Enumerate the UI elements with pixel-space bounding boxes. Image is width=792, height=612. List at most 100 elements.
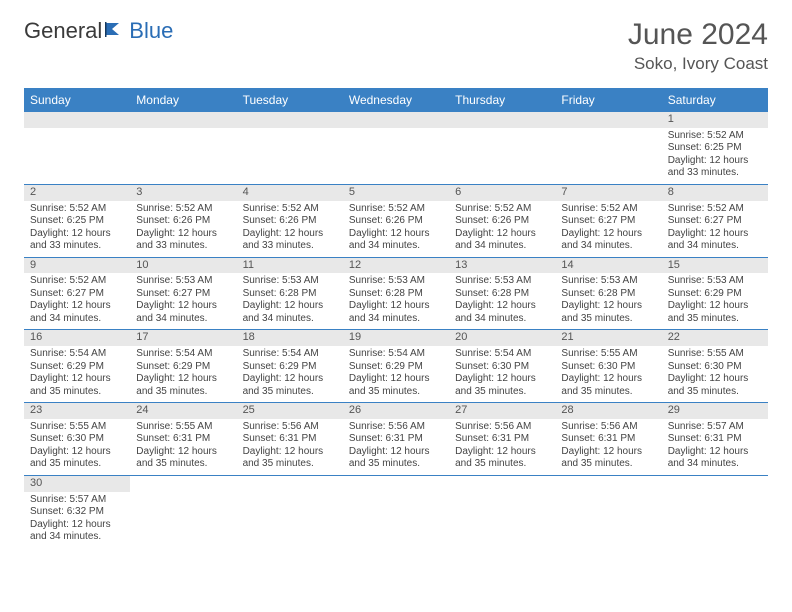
day-details: Sunrise: 5:54 AMSunset: 6:29 PMDaylight:… <box>130 346 236 402</box>
sunset-text: Sunset: 6:26 PM <box>136 215 230 228</box>
day-details: Sunrise: 5:52 AMSunset: 6:27 PMDaylight:… <box>662 201 768 257</box>
day-details: Sunrise: 5:54 AMSunset: 6:29 PMDaylight:… <box>343 346 449 402</box>
calendar-empty-cell <box>449 112 555 184</box>
day-number: 29 <box>662 403 768 419</box>
day-number: 18 <box>237 330 343 346</box>
calendar-day-cell: 3Sunrise: 5:52 AMSunset: 6:26 PMDaylight… <box>130 184 236 257</box>
sunrise-text: Sunrise: 5:52 AM <box>668 130 762 143</box>
daylight-text: Daylight: 12 hours and 34 minutes. <box>30 300 124 325</box>
calendar-week-row: 16Sunrise: 5:54 AMSunset: 6:29 PMDayligh… <box>24 330 768 403</box>
daylight-text: Daylight: 12 hours and 34 minutes. <box>136 300 230 325</box>
day-number: 7 <box>555 185 661 201</box>
sunset-text: Sunset: 6:31 PM <box>243 433 337 446</box>
day-details: Sunrise: 5:55 AMSunset: 6:30 PMDaylight:… <box>662 346 768 402</box>
daylight-text: Daylight: 12 hours and 35 minutes. <box>243 373 337 398</box>
day-details: Sunrise: 5:53 AMSunset: 6:28 PMDaylight:… <box>343 273 449 329</box>
daylight-text: Daylight: 12 hours and 34 minutes. <box>455 300 549 325</box>
weekday-header: Saturday <box>662 88 768 112</box>
calendar-week-row: 2Sunrise: 5:52 AMSunset: 6:25 PMDaylight… <box>24 184 768 257</box>
day-number: 21 <box>555 330 661 346</box>
day-number: 19 <box>343 330 449 346</box>
day-details: Sunrise: 5:52 AMSunset: 6:27 PMDaylight:… <box>555 201 661 257</box>
day-number: 27 <box>449 403 555 419</box>
sunset-text: Sunset: 6:29 PM <box>30 361 124 374</box>
empty-daynum <box>130 112 236 128</box>
brand-part1: General <box>24 18 102 44</box>
calendar-day-cell: 28Sunrise: 5:56 AMSunset: 6:31 PMDayligh… <box>555 403 661 476</box>
calendar-day-cell: 13Sunrise: 5:53 AMSunset: 6:28 PMDayligh… <box>449 257 555 330</box>
day-number: 20 <box>449 330 555 346</box>
sunrise-text: Sunrise: 5:52 AM <box>668 203 762 216</box>
sunrise-text: Sunrise: 5:53 AM <box>349 275 443 288</box>
day-details: Sunrise: 5:57 AMSunset: 6:31 PMDaylight:… <box>662 419 768 475</box>
day-number: 16 <box>24 330 130 346</box>
calendar-empty-cell <box>237 475 343 547</box>
day-details: Sunrise: 5:53 AMSunset: 6:28 PMDaylight:… <box>449 273 555 329</box>
calendar-empty-cell <box>343 112 449 184</box>
day-details: Sunrise: 5:54 AMSunset: 6:30 PMDaylight:… <box>449 346 555 402</box>
sunset-text: Sunset: 6:25 PM <box>30 215 124 228</box>
calendar-empty-cell <box>130 475 236 547</box>
daylight-text: Daylight: 12 hours and 35 minutes. <box>136 373 230 398</box>
weekday-header: Sunday <box>24 88 130 112</box>
sunset-text: Sunset: 6:28 PM <box>349 288 443 301</box>
calendar-empty-cell <box>24 112 130 184</box>
weekday-header: Wednesday <box>343 88 449 112</box>
daylight-text: Daylight: 12 hours and 34 minutes. <box>349 300 443 325</box>
calendar-day-cell: 22Sunrise: 5:55 AMSunset: 6:30 PMDayligh… <box>662 330 768 403</box>
day-details: Sunrise: 5:53 AMSunset: 6:28 PMDaylight:… <box>555 273 661 329</box>
sunset-text: Sunset: 6:30 PM <box>561 361 655 374</box>
daylight-text: Daylight: 12 hours and 34 minutes. <box>668 228 762 253</box>
daylight-text: Daylight: 12 hours and 35 minutes. <box>136 446 230 471</box>
calendar-empty-cell <box>555 112 661 184</box>
day-number: 1 <box>662 112 768 128</box>
day-details: Sunrise: 5:57 AMSunset: 6:32 PMDaylight:… <box>24 492 130 548</box>
daylight-text: Daylight: 12 hours and 35 minutes. <box>349 446 443 471</box>
day-number: 3 <box>130 185 236 201</box>
calendar-day-cell: 27Sunrise: 5:56 AMSunset: 6:31 PMDayligh… <box>449 403 555 476</box>
empty-daynum <box>449 112 555 128</box>
day-details: Sunrise: 5:52 AMSunset: 6:26 PMDaylight:… <box>130 201 236 257</box>
day-details: Sunrise: 5:52 AMSunset: 6:27 PMDaylight:… <box>24 273 130 329</box>
day-number: 28 <box>555 403 661 419</box>
daylight-text: Daylight: 12 hours and 35 minutes. <box>561 300 655 325</box>
day-details: Sunrise: 5:55 AMSunset: 6:30 PMDaylight:… <box>555 346 661 402</box>
daylight-text: Daylight: 12 hours and 35 minutes. <box>561 373 655 398</box>
calendar-day-cell: 1Sunrise: 5:52 AMSunset: 6:25 PMDaylight… <box>662 112 768 184</box>
sunset-text: Sunset: 6:27 PM <box>136 288 230 301</box>
day-details: Sunrise: 5:56 AMSunset: 6:31 PMDaylight:… <box>449 419 555 475</box>
day-details: Sunrise: 5:54 AMSunset: 6:29 PMDaylight:… <box>24 346 130 402</box>
calendar-day-cell: 30Sunrise: 5:57 AMSunset: 6:32 PMDayligh… <box>24 475 130 547</box>
calendar-day-cell: 11Sunrise: 5:53 AMSunset: 6:28 PMDayligh… <box>237 257 343 330</box>
day-number: 24 <box>130 403 236 419</box>
sunset-text: Sunset: 6:28 PM <box>243 288 337 301</box>
daylight-text: Daylight: 12 hours and 35 minutes. <box>30 373 124 398</box>
sunrise-text: Sunrise: 5:55 AM <box>668 348 762 361</box>
daylight-text: Daylight: 12 hours and 34 minutes. <box>561 228 655 253</box>
sunrise-text: Sunrise: 5:53 AM <box>561 275 655 288</box>
day-details: Sunrise: 5:56 AMSunset: 6:31 PMDaylight:… <box>237 419 343 475</box>
calendar-day-cell: 26Sunrise: 5:56 AMSunset: 6:31 PMDayligh… <box>343 403 449 476</box>
day-number: 8 <box>662 185 768 201</box>
sunset-text: Sunset: 6:30 PM <box>455 361 549 374</box>
day-details: Sunrise: 5:55 AMSunset: 6:30 PMDaylight:… <box>24 419 130 475</box>
calendar-header-row: SundayMondayTuesdayWednesdayThursdayFrid… <box>24 88 768 112</box>
calendar-day-cell: 15Sunrise: 5:53 AMSunset: 6:29 PMDayligh… <box>662 257 768 330</box>
calendar-day-cell: 19Sunrise: 5:54 AMSunset: 6:29 PMDayligh… <box>343 330 449 403</box>
brand-logo: General Blue <box>24 18 173 44</box>
day-details: Sunrise: 5:52 AMSunset: 6:26 PMDaylight:… <box>343 201 449 257</box>
calendar-day-cell: 9Sunrise: 5:52 AMSunset: 6:27 PMDaylight… <box>24 257 130 330</box>
calendar-empty-cell <box>343 475 449 547</box>
sunrise-text: Sunrise: 5:54 AM <box>243 348 337 361</box>
day-number: 17 <box>130 330 236 346</box>
daylight-text: Daylight: 12 hours and 35 minutes. <box>455 446 549 471</box>
daylight-text: Daylight: 12 hours and 35 minutes. <box>668 373 762 398</box>
empty-daynum <box>24 112 130 128</box>
day-details: Sunrise: 5:56 AMSunset: 6:31 PMDaylight:… <box>555 419 661 475</box>
location-label: Soko, Ivory Coast <box>628 54 768 74</box>
calendar-week-row: 9Sunrise: 5:52 AMSunset: 6:27 PMDaylight… <box>24 257 768 330</box>
day-details: Sunrise: 5:52 AMSunset: 6:26 PMDaylight:… <box>449 201 555 257</box>
daylight-text: Daylight: 12 hours and 33 minutes. <box>668 155 762 180</box>
calendar-day-cell: 2Sunrise: 5:52 AMSunset: 6:25 PMDaylight… <box>24 184 130 257</box>
sunrise-text: Sunrise: 5:56 AM <box>349 421 443 434</box>
